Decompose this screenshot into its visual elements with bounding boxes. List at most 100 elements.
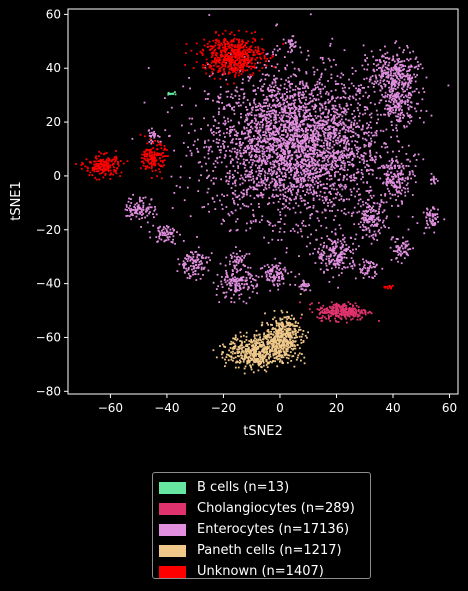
point <box>268 114 271 117</box>
point <box>428 211 431 213</box>
point <box>395 124 398 127</box>
point <box>371 210 374 212</box>
point <box>144 216 146 219</box>
point <box>192 271 195 274</box>
point <box>329 59 331 62</box>
point <box>366 163 368 166</box>
point <box>394 241 397 243</box>
point <box>333 182 336 185</box>
point <box>312 95 314 97</box>
point <box>187 257 190 260</box>
point <box>323 133 325 135</box>
point <box>362 210 365 213</box>
point <box>387 104 390 107</box>
point <box>282 152 284 154</box>
point <box>362 258 364 261</box>
point <box>383 83 386 85</box>
point <box>364 138 367 141</box>
point <box>358 112 361 115</box>
point <box>237 121 240 124</box>
point <box>320 257 322 260</box>
point <box>194 251 197 253</box>
point <box>191 262 194 264</box>
point <box>263 105 265 108</box>
point <box>347 127 350 130</box>
point <box>328 110 330 113</box>
point <box>340 198 343 200</box>
point <box>313 163 316 165</box>
point <box>260 172 262 175</box>
point <box>362 213 365 216</box>
point <box>349 175 351 178</box>
point <box>279 168 281 171</box>
point <box>385 180 388 183</box>
point <box>257 144 260 147</box>
point <box>276 156 278 159</box>
point <box>229 175 231 178</box>
point <box>289 283 291 286</box>
point <box>304 134 306 136</box>
point <box>339 183 342 186</box>
point <box>352 153 355 155</box>
point <box>320 237 323 239</box>
point <box>383 167 386 169</box>
point <box>296 185 299 188</box>
point <box>266 220 269 222</box>
point <box>305 191 308 194</box>
point <box>398 79 401 82</box>
point <box>247 114 250 117</box>
point <box>379 129 382 132</box>
point <box>278 116 281 119</box>
point <box>289 46 291 49</box>
point <box>240 144 242 147</box>
point <box>397 174 400 177</box>
point <box>315 122 318 124</box>
point <box>384 73 387 75</box>
point <box>274 182 276 185</box>
point <box>432 223 435 225</box>
point <box>382 71 385 74</box>
point <box>386 56 389 59</box>
point <box>157 135 159 137</box>
point <box>223 116 225 119</box>
point <box>242 158 245 161</box>
point <box>327 269 329 271</box>
point <box>376 113 379 116</box>
point <box>279 105 281 107</box>
point <box>399 100 402 103</box>
point <box>286 96 289 99</box>
point <box>245 127 248 129</box>
point <box>404 100 407 103</box>
point <box>220 280 223 283</box>
point <box>312 206 315 209</box>
point <box>328 128 331 130</box>
point <box>344 266 347 269</box>
point <box>356 122 358 125</box>
point <box>300 197 303 200</box>
point <box>397 82 400 85</box>
point <box>251 145 254 147</box>
point <box>271 270 274 273</box>
point <box>389 94 391 97</box>
point <box>327 111 330 114</box>
point <box>375 264 378 267</box>
point <box>379 166 381 169</box>
point <box>356 146 359 149</box>
point <box>280 123 283 126</box>
point <box>403 96 405 99</box>
point <box>295 129 297 132</box>
point <box>226 274 229 277</box>
point <box>271 132 273 135</box>
point <box>304 175 306 178</box>
point <box>252 84 255 87</box>
point <box>324 262 327 265</box>
point <box>324 137 327 140</box>
point <box>273 110 276 113</box>
point <box>299 163 301 166</box>
point <box>406 74 409 76</box>
point <box>319 102 321 105</box>
point <box>226 276 229 279</box>
point <box>411 65 413 68</box>
point <box>148 231 151 233</box>
point <box>307 206 310 209</box>
